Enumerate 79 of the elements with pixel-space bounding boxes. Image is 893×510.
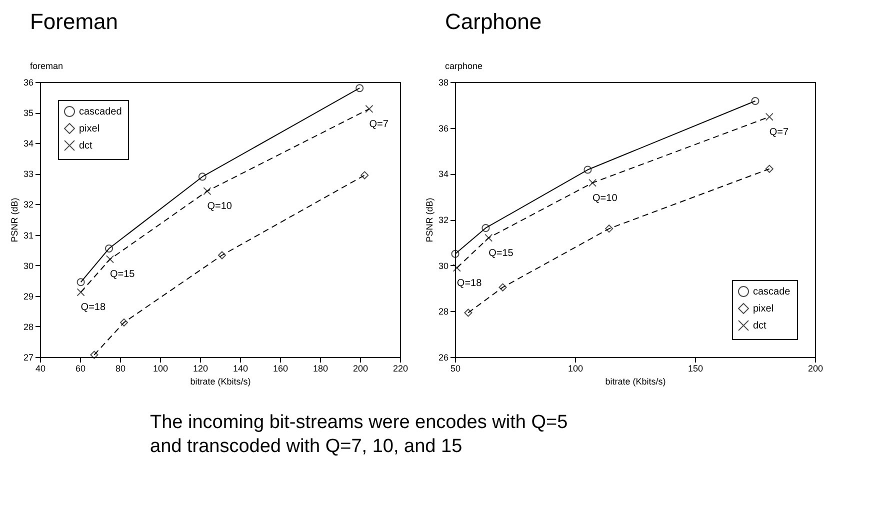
x-axis-title: bitrate (Kbits/s) — [190, 376, 251, 386]
point — [360, 171, 369, 180]
y-tick-label: 34 — [23, 138, 34, 149]
y-tick-label: 28 — [23, 322, 34, 332]
point — [90, 350, 98, 359]
x-tick-label: 200 — [808, 364, 824, 374]
y-tick-label: 32 — [23, 200, 34, 210]
point — [451, 250, 460, 258]
chart-title: Carphone — [444, 9, 542, 34]
x-tick-label: 40 — [35, 364, 46, 374]
x-tick-label: 140 — [232, 364, 248, 374]
annotation: Q=18 — [456, 278, 482, 289]
point — [203, 187, 212, 196]
y-axis-title: PSNR (dB) — [9, 198, 20, 242]
point — [751, 96, 760, 106]
chart-title: Foreman — [30, 9, 118, 34]
annotation: Q=7 — [369, 118, 389, 130]
x-tick-label: 100 — [152, 364, 168, 374]
point — [356, 84, 364, 92]
y-tick-label: 30 — [23, 260, 34, 271]
annotation: Q=15 — [488, 248, 514, 259]
point — [120, 318, 128, 327]
x-tick-label: 180 — [312, 364, 328, 374]
annotation: Q=15 — [110, 269, 136, 280]
point — [605, 224, 614, 233]
point — [498, 283, 507, 292]
x-tick-label: 60 — [75, 364, 86, 374]
annotation: Q=7 — [769, 126, 790, 138]
legend-label: pixel — [753, 304, 774, 314]
x-tick-label: 50 — [450, 364, 461, 374]
y-tick-label: 36 — [23, 78, 34, 88]
annotation: Q=10 — [207, 201, 232, 212]
point — [765, 112, 774, 121]
legend-label: cascade — [753, 286, 791, 298]
y-tick-label: 33 — [23, 169, 34, 180]
point — [584, 166, 592, 174]
y-tick-label: 34 — [438, 169, 448, 180]
chart-subtitle: carphone — [444, 61, 483, 71]
text: The incoming bit-streams were encodes with Q=5 — [150, 411, 569, 435]
point — [482, 224, 490, 232]
legend-label: cascaded — [79, 106, 122, 118]
x-tick-label: 200 — [352, 364, 368, 374]
point — [104, 244, 114, 253]
x-tick-label: 160 — [272, 364, 288, 374]
point — [198, 172, 206, 181]
y-tick-label: 28 — [438, 306, 448, 317]
text: and transcoded with Q=7, 10, and 15 — [150, 435, 464, 459]
y-tick-label: 35 — [23, 108, 34, 118]
x-tick-label: 150 — [688, 364, 704, 374]
y-tick-label: 38 — [438, 78, 448, 88]
point — [106, 255, 114, 264]
x-tick-label: 80 — [115, 364, 126, 374]
y-tick-label: 27 — [23, 352, 34, 362]
x-tick-label: 220 — [392, 364, 408, 374]
point — [76, 288, 85, 296]
chart-subtitle: foreman — [30, 61, 64, 71]
legend-label: dct — [753, 320, 767, 332]
y-axis-title: PSNR (dB) — [424, 198, 434, 242]
legend-label: dct — [79, 140, 93, 152]
point — [464, 308, 472, 317]
point — [76, 278, 85, 286]
y-tick-label: 31 — [23, 230, 34, 240]
x-axis-title: bitrate (Kbits/s) — [605, 376, 666, 386]
point — [765, 164, 774, 173]
y-tick-label: 29 — [23, 291, 34, 302]
point — [452, 264, 461, 272]
point — [218, 251, 226, 260]
x-tick-label: 100 — [568, 364, 584, 374]
point — [588, 178, 597, 187]
y-tick-label: 36 — [438, 123, 448, 134]
x-tick-label: 120 — [192, 364, 208, 374]
y-tick-label: 30 — [438, 260, 448, 271]
legend-label: pixel — [79, 124, 100, 134]
point — [484, 234, 493, 242]
y-tick-label: 26 — [438, 352, 448, 362]
point — [365, 104, 374, 113]
annotation: Q=18 — [80, 302, 106, 314]
y-tick-label: 32 — [438, 215, 448, 225]
annotation: Q=10 — [592, 192, 618, 204]
